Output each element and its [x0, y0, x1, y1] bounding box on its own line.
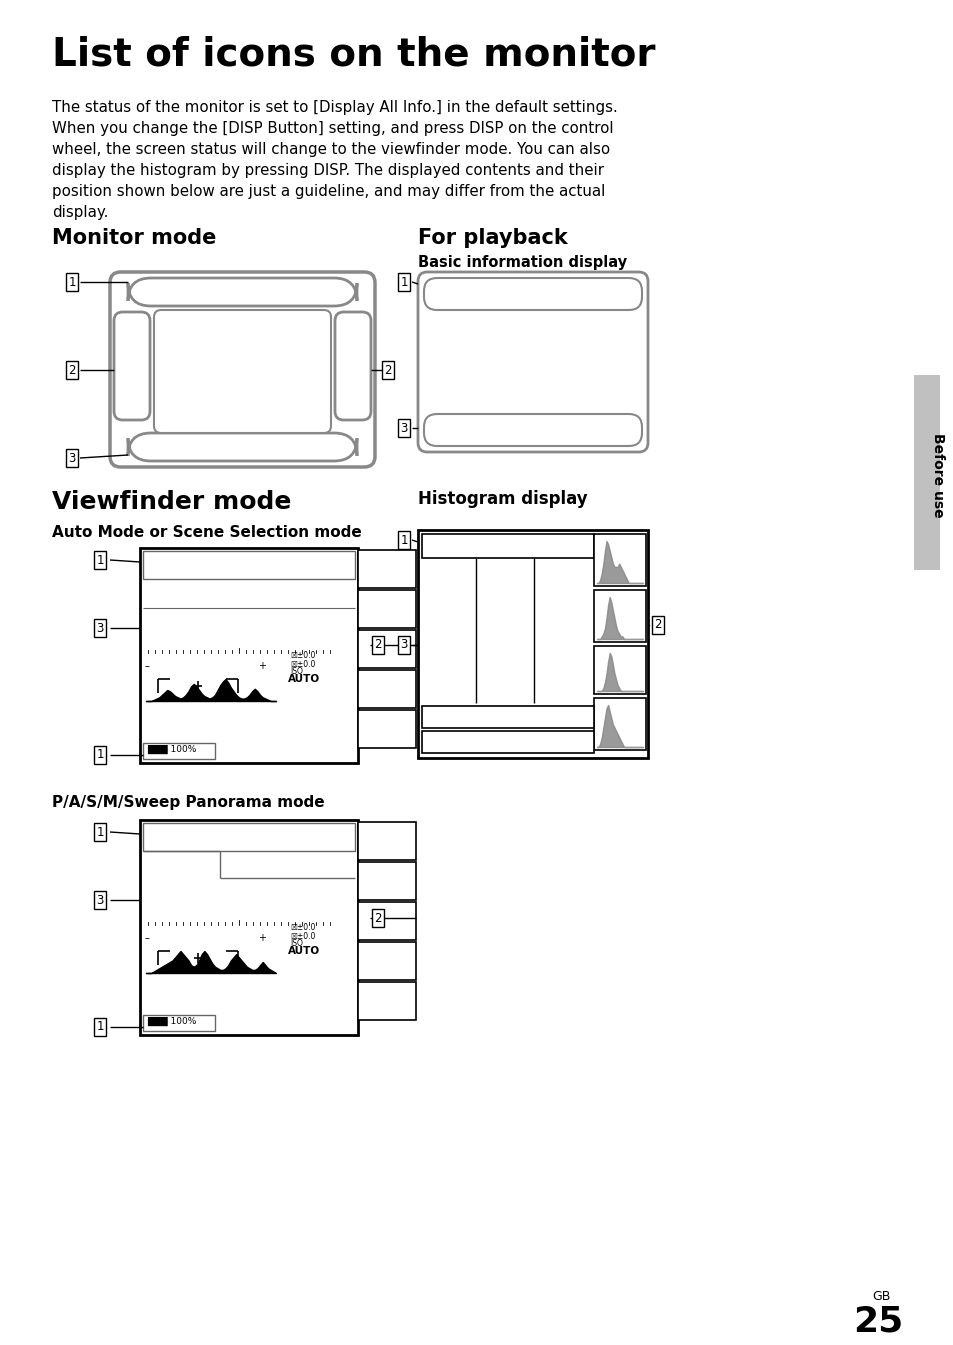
Bar: [140, 547, 357, 763]
Text: 2: 2: [374, 912, 381, 924]
Bar: [143, 742, 214, 759]
Text: wheel, the screen status will change to the viewfinder mode. You can also: wheel, the screen status will change to …: [52, 143, 610, 157]
Bar: [357, 822, 416, 859]
Text: 3: 3: [400, 639, 407, 651]
Text: ISO: ISO: [290, 667, 302, 677]
Text: 1: 1: [69, 276, 75, 288]
FancyBboxPatch shape: [128, 433, 356, 461]
Bar: [357, 941, 416, 981]
Text: List of icons on the monitor: List of icons on the monitor: [52, 35, 655, 73]
FancyBboxPatch shape: [128, 278, 356, 307]
Text: The status of the monitor is set to [Display All Info.] in the default settings.: The status of the monitor is set to [Dis…: [52, 100, 618, 116]
Text: Histogram display: Histogram display: [417, 490, 587, 508]
Text: +: +: [257, 660, 266, 671]
Text: GB: GB: [871, 1290, 889, 1303]
Text: ISO: ISO: [290, 939, 302, 948]
Bar: [143, 551, 355, 760]
Bar: [417, 530, 647, 759]
Text: Auto Mode or Scene Selection mode: Auto Mode or Scene Selection mode: [52, 525, 361, 539]
Bar: [594, 534, 645, 586]
Text: AUTO: AUTO: [288, 674, 320, 685]
Bar: [594, 646, 645, 694]
Text: 3: 3: [400, 421, 407, 434]
Text: display the histogram by pressing DISP. The displayed contents and their: display the histogram by pressing DISP. …: [52, 163, 603, 178]
Bar: [594, 698, 645, 751]
Bar: [357, 902, 416, 940]
Text: 25: 25: [852, 1305, 902, 1340]
Text: Before use: Before use: [930, 433, 944, 518]
Text: Basic information display: Basic information display: [417, 256, 626, 270]
Bar: [594, 590, 645, 642]
Text: For playback: For playback: [417, 229, 567, 247]
Bar: [357, 982, 416, 1020]
Text: 2: 2: [374, 639, 381, 651]
Text: ███ 100%: ███ 100%: [147, 744, 196, 753]
FancyBboxPatch shape: [113, 312, 150, 420]
Text: 2: 2: [654, 619, 661, 632]
Text: 3: 3: [96, 893, 104, 907]
Text: +: +: [257, 933, 266, 943]
Text: position shown below are just a guideline, and may differ from the actual: position shown below are just a guidelin…: [52, 184, 605, 199]
Bar: [143, 1015, 214, 1032]
FancyBboxPatch shape: [110, 272, 375, 467]
Bar: [421, 730, 594, 753]
Text: 2: 2: [69, 363, 75, 377]
FancyBboxPatch shape: [335, 312, 371, 420]
Text: 1: 1: [96, 554, 104, 566]
Bar: [140, 820, 357, 1036]
Text: AUTO: AUTO: [288, 946, 320, 956]
Text: When you change the [DISP Button] setting, and press DISP on the control: When you change the [DISP Button] settin…: [52, 121, 613, 136]
Bar: [357, 670, 416, 707]
Text: ☒±0.0: ☒±0.0: [290, 923, 315, 932]
Text: 1: 1: [400, 534, 407, 546]
Bar: [421, 706, 594, 728]
Bar: [421, 534, 594, 558]
Text: –: –: [145, 660, 150, 671]
Text: Viewfinder mode: Viewfinder mode: [52, 490, 291, 514]
Bar: [143, 823, 355, 851]
Text: 3: 3: [69, 452, 75, 464]
Bar: [357, 862, 416, 900]
Text: 1: 1: [400, 276, 407, 288]
Text: 3: 3: [96, 621, 104, 635]
Text: 2: 2: [384, 363, 392, 377]
Bar: [913, 375, 939, 570]
Text: ☒±0.0: ☒±0.0: [290, 651, 315, 660]
Text: Monitor mode: Monitor mode: [52, 229, 216, 247]
Text: display.: display.: [52, 204, 109, 221]
Bar: [143, 551, 355, 578]
Text: 1: 1: [96, 826, 104, 838]
Bar: [143, 823, 355, 1032]
Bar: [357, 550, 416, 588]
Text: P/A/S/M/Sweep Panorama mode: P/A/S/M/Sweep Panorama mode: [52, 795, 324, 810]
FancyBboxPatch shape: [423, 414, 641, 447]
Text: ███ 100%: ███ 100%: [147, 1017, 196, 1026]
Bar: [357, 710, 416, 748]
Bar: [357, 629, 416, 668]
Text: ☒±0.0: ☒±0.0: [290, 660, 315, 668]
FancyBboxPatch shape: [153, 309, 331, 433]
FancyBboxPatch shape: [417, 272, 647, 452]
Bar: [357, 590, 416, 628]
Text: –: –: [145, 933, 150, 943]
FancyBboxPatch shape: [423, 278, 641, 309]
Text: 1: 1: [96, 749, 104, 761]
Text: ☒±0.0: ☒±0.0: [290, 932, 315, 941]
Text: 1: 1: [96, 1021, 104, 1033]
